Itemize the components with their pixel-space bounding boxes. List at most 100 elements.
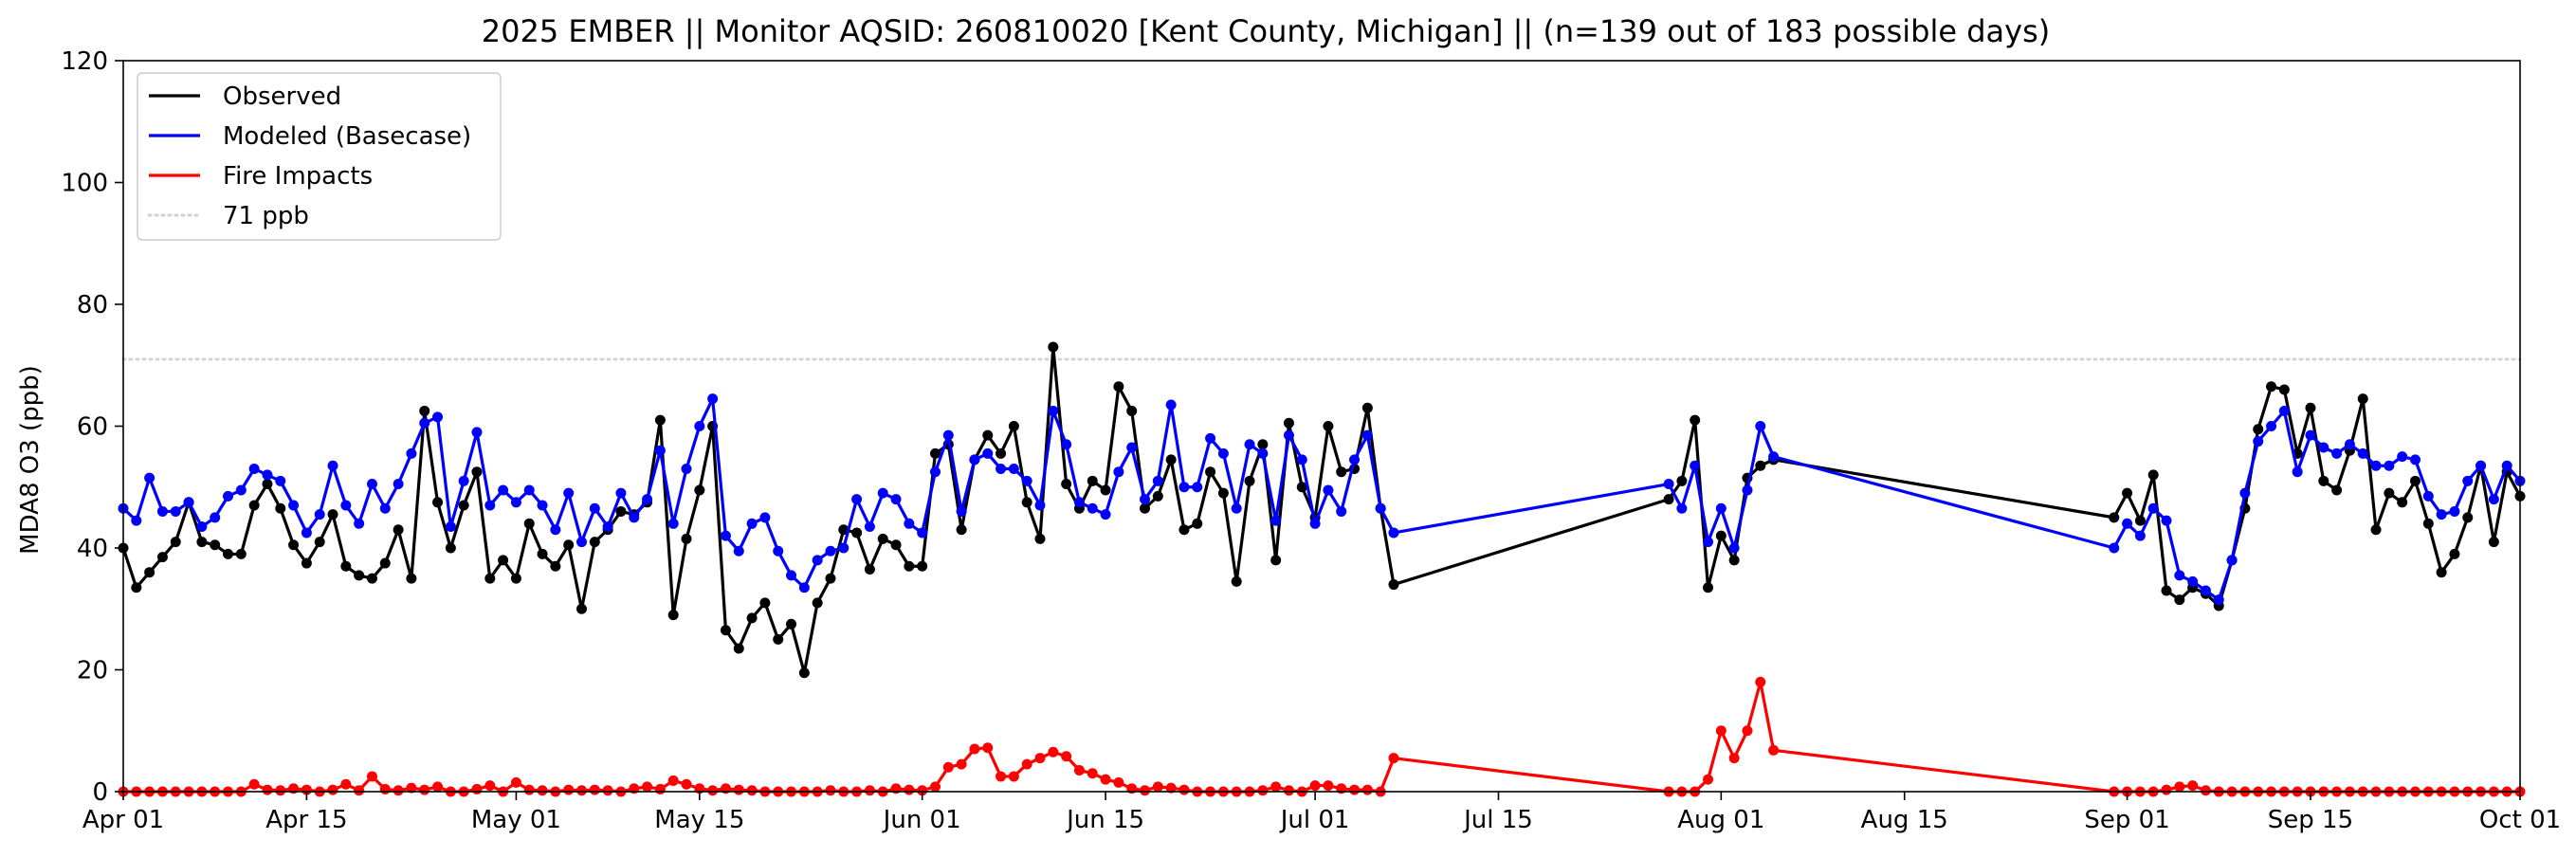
data-point-modeled-basecase bbox=[1690, 460, 1701, 471]
data-point-fire-impacts bbox=[484, 780, 496, 792]
data-point-modeled-basecase bbox=[262, 469, 273, 481]
series-line-fire-impacts bbox=[123, 680, 2520, 794]
data-point-fire-impacts bbox=[1768, 744, 1780, 756]
data-point-observed bbox=[1087, 475, 1098, 486]
legend-box bbox=[137, 72, 502, 241]
data-point-modeled-basecase bbox=[812, 555, 823, 566]
data-point-observed bbox=[156, 552, 168, 563]
x-tick-label: Oct 01 bbox=[2479, 806, 2561, 834]
data-point-observed bbox=[1140, 502, 1151, 514]
data-point-observed bbox=[170, 537, 181, 548]
data-point-observed bbox=[2161, 585, 2172, 596]
data-point-fire-impacts bbox=[1073, 765, 1085, 776]
data-point-observed bbox=[458, 500, 469, 511]
data-point-modeled-basecase bbox=[2436, 509, 2447, 520]
data-point-modeled-basecase bbox=[2122, 518, 2133, 529]
data-point-modeled-basecase bbox=[537, 500, 548, 511]
x-tick-label: Jul 15 bbox=[1462, 806, 1533, 834]
data-point-modeled-basecase bbox=[759, 512, 771, 523]
data-point-fire-impacts bbox=[510, 776, 521, 788]
data-point-fire-impacts bbox=[1388, 753, 1399, 764]
data-point-modeled-basecase bbox=[2134, 530, 2146, 541]
data-point-modeled-basecase bbox=[1361, 429, 1373, 441]
y-tick-label: 0 bbox=[92, 778, 108, 807]
data-point-fire-impacts bbox=[393, 785, 404, 796]
data-point-modeled-basecase bbox=[2226, 555, 2238, 566]
data-point-observed bbox=[1336, 466, 1347, 478]
data-point-observed bbox=[746, 612, 758, 624]
data-point-observed bbox=[2397, 497, 2408, 508]
data-point-observed bbox=[1715, 530, 1726, 541]
data-point-fire-impacts bbox=[2200, 785, 2211, 796]
data-point-observed bbox=[2384, 487, 2395, 499]
data-point-observed bbox=[445, 542, 456, 554]
x-tick-label: Jun 15 bbox=[1065, 806, 1144, 834]
data-point-observed bbox=[996, 447, 1007, 459]
data-point-fire-impacts bbox=[1008, 771, 1019, 782]
x-tick-label: Sep 15 bbox=[2268, 806, 2353, 834]
data-point-observed bbox=[379, 557, 391, 569]
data-point-modeled-basecase bbox=[877, 487, 888, 499]
data-point-observed bbox=[2122, 487, 2133, 499]
data-point-observed bbox=[419, 405, 430, 416]
data-point-observed bbox=[720, 625, 731, 636]
series-line-modeled-basecase bbox=[121, 396, 2522, 602]
y-axis-label: MDA8 O3 (ppb) bbox=[16, 365, 45, 555]
data-point-modeled-basecase bbox=[982, 447, 994, 459]
data-point-fire-impacts bbox=[1361, 784, 1373, 795]
data-point-observed bbox=[393, 524, 404, 536]
data-point-modeled-basecase bbox=[629, 512, 640, 523]
data-point-observed bbox=[2449, 548, 2460, 559]
data-point-modeled-basecase bbox=[786, 570, 797, 581]
data-point-modeled-basecase bbox=[1244, 439, 1255, 450]
data-point-observed bbox=[838, 524, 850, 536]
data-point-modeled-basecase bbox=[917, 527, 928, 539]
data-point-modeled-basecase bbox=[825, 545, 836, 557]
data-point-modeled-basecase bbox=[379, 502, 391, 514]
data-point-modeled-basecase bbox=[2344, 439, 2355, 450]
data-point-observed bbox=[956, 524, 967, 536]
data-point-fire-impacts bbox=[2161, 784, 2172, 795]
data-point-fire-impacts bbox=[1257, 785, 1269, 796]
data-point-fire-impacts bbox=[1178, 784, 1190, 795]
x-tick-label: Aug 15 bbox=[1861, 806, 1948, 834]
data-point-fire-impacts bbox=[563, 784, 575, 795]
data-point-modeled-basecase bbox=[432, 411, 444, 423]
data-point-observed bbox=[2436, 567, 2447, 578]
data-point-modeled-basecase bbox=[1715, 502, 1726, 514]
data-point-modeled-basecase bbox=[471, 427, 483, 438]
data-point-fire-impacts bbox=[929, 781, 941, 793]
data-point-modeled-basecase bbox=[2292, 466, 2303, 478]
x-tick-label: Jun 01 bbox=[882, 806, 961, 834]
data-point-fire-impacts bbox=[1021, 758, 1032, 770]
data-point-modeled-basecase bbox=[798, 582, 810, 593]
data-point-modeled-basecase bbox=[1100, 509, 1111, 520]
data-point-fire-impacts bbox=[1703, 774, 1714, 785]
data-point-observed bbox=[1100, 484, 1111, 496]
data-point-modeled-basecase bbox=[354, 518, 365, 529]
data-point-modeled-basecase bbox=[498, 484, 509, 496]
data-point-fire-impacts bbox=[589, 784, 600, 795]
data-point-observed bbox=[210, 539, 221, 551]
data-point-fire-impacts bbox=[667, 775, 679, 786]
data-point-observed bbox=[235, 548, 247, 559]
data-point-modeled-basecase bbox=[956, 505, 967, 517]
data-point-modeled-basecase bbox=[1309, 518, 1321, 529]
y-tick-label: 80 bbox=[77, 291, 108, 319]
y-tick-label: 60 bbox=[77, 413, 108, 442]
data-point-observed bbox=[864, 563, 875, 575]
data-point-observed bbox=[1034, 533, 1046, 544]
data-point-observed bbox=[1048, 341, 1059, 353]
data-point-observed bbox=[733, 643, 744, 654]
data-point-observed bbox=[354, 570, 365, 581]
data-point-modeled-basecase bbox=[1178, 482, 1190, 493]
data-point-modeled-basecase bbox=[1755, 421, 1766, 431]
data-point-modeled-basecase bbox=[131, 515, 142, 526]
legend-label-modeled-basecase: Modeled (Basecase) bbox=[223, 122, 471, 151]
data-point-fire-impacts bbox=[1048, 746, 1059, 758]
data-point-observed bbox=[1296, 482, 1307, 493]
data-point-fire-impacts bbox=[746, 785, 758, 796]
x-tick-label: May 15 bbox=[654, 806, 744, 834]
data-point-modeled-basecase bbox=[445, 521, 456, 533]
